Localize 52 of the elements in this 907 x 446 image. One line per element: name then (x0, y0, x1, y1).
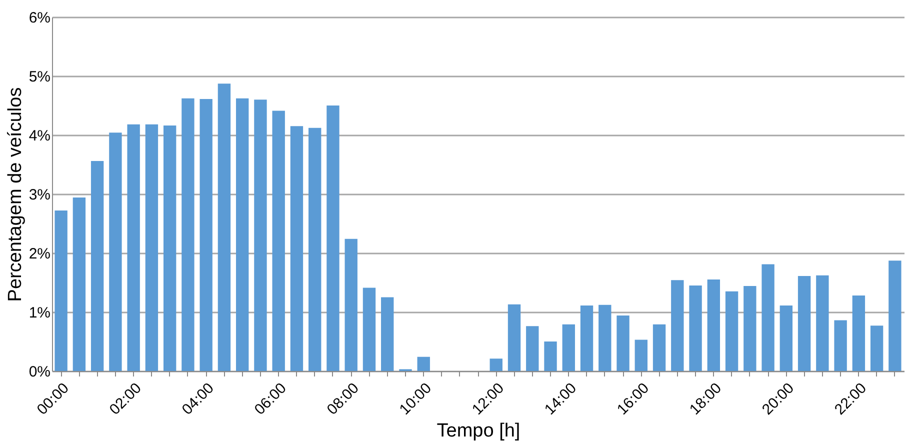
bar (308, 128, 322, 371)
y-tick-label: 5% (28, 68, 50, 86)
bar (780, 306, 793, 371)
y-tick-label: 4% (28, 128, 50, 144)
bar (580, 306, 594, 371)
bar (689, 285, 702, 371)
bar (852, 295, 866, 371)
bar (344, 238, 358, 371)
bar (90, 160, 104, 371)
bar (870, 326, 884, 371)
bar (888, 260, 902, 371)
y-tick-label: 2% (28, 246, 50, 262)
bar (816, 275, 829, 371)
y-tick-label: 6% (28, 10, 50, 26)
x-axis-title: Tempo [h] (436, 420, 520, 442)
bar (671, 280, 684, 371)
y-axis-title: Percentagem de veículos (4, 87, 26, 302)
bar (182, 98, 194, 371)
y-tick-label: 1% (28, 304, 50, 322)
bar (381, 297, 394, 371)
bar (707, 280, 720, 371)
bar (145, 124, 158, 371)
bar (616, 316, 630, 371)
bar (326, 106, 340, 371)
bar (54, 210, 68, 371)
y-tick-label: 0% (28, 364, 50, 380)
bar (725, 291, 738, 371)
bar (72, 198, 86, 371)
bar (562, 324, 575, 371)
bar (798, 276, 811, 371)
bar (652, 324, 666, 371)
bar (127, 124, 140, 371)
bar (544, 342, 557, 371)
bar (109, 132, 122, 371)
bar (508, 304, 521, 371)
bar (362, 288, 376, 371)
bar (290, 126, 304, 371)
bar (417, 356, 430, 371)
bar (744, 286, 756, 371)
bar (598, 304, 612, 371)
bar (200, 99, 212, 371)
bar (218, 84, 231, 371)
bar (490, 358, 502, 371)
bar (762, 264, 774, 371)
bar (272, 110, 285, 371)
bar (834, 320, 847, 371)
bar (254, 100, 267, 371)
bar (526, 326, 539, 371)
bar (163, 126, 176, 371)
y-tick-label: 3% (28, 186, 50, 204)
bar (634, 340, 648, 371)
bar (236, 98, 249, 371)
